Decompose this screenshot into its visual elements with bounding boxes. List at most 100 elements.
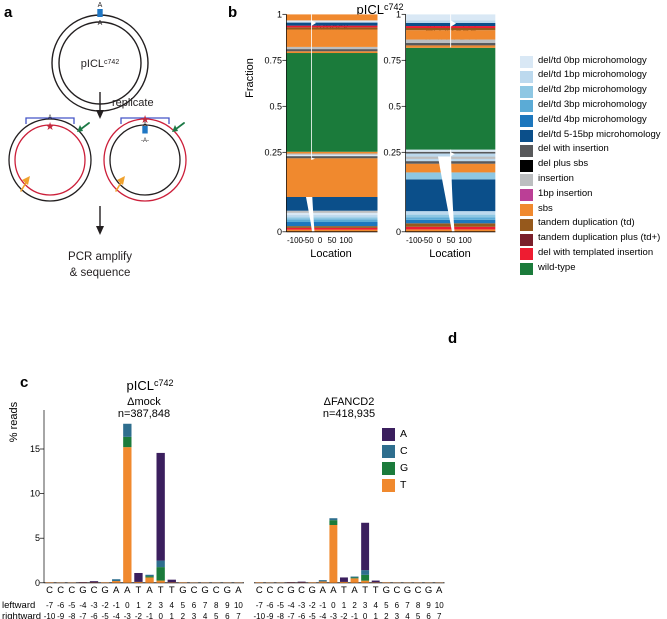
svg-text:C: C xyxy=(213,585,220,596)
svg-text:T: T xyxy=(373,585,379,596)
svg-text:G: G xyxy=(101,585,108,596)
svg-text:8: 8 xyxy=(416,601,421,610)
svg-text:3: 3 xyxy=(192,612,197,619)
svg-text:0.25: 0.25 xyxy=(264,148,282,158)
svg-text:-8: -8 xyxy=(68,612,76,619)
svg-text:A: A xyxy=(351,585,358,596)
svg-text:-2: -2 xyxy=(309,601,317,610)
svg-text:-10: -10 xyxy=(254,612,266,619)
svg-text:-3: -3 xyxy=(124,612,132,619)
svg-text:-4: -4 xyxy=(319,612,327,619)
svg-text:-50: -50 xyxy=(302,236,314,245)
svg-text:A: A xyxy=(98,2,103,9)
svg-text:A: A xyxy=(143,122,147,128)
svg-text:0.5: 0.5 xyxy=(269,102,282,112)
svg-text:A: A xyxy=(146,585,153,596)
svg-text:C: C xyxy=(91,585,98,596)
svg-text:0.75: 0.75 xyxy=(383,56,401,66)
svg-text:5: 5 xyxy=(384,601,389,610)
svg-text:-4: -4 xyxy=(287,601,295,610)
svg-text:50: 50 xyxy=(328,236,337,245)
svg-text:A: A xyxy=(48,115,52,121)
svg-text:-A-: -A- xyxy=(141,138,149,144)
svg-text:-100: -100 xyxy=(406,236,423,245)
svg-text:G: G xyxy=(179,585,186,596)
svg-text:C: C xyxy=(277,585,284,596)
svg-text:4: 4 xyxy=(405,612,410,619)
svg-text:10: 10 xyxy=(234,601,243,610)
svg-text:-3: -3 xyxy=(330,612,338,619)
svg-text:1: 1 xyxy=(396,10,401,20)
svg-text:0: 0 xyxy=(277,227,282,237)
svg-text:0: 0 xyxy=(437,236,442,245)
svg-text:A: A xyxy=(436,585,443,596)
svg-text:1: 1 xyxy=(170,612,175,619)
svg-text:2: 2 xyxy=(352,601,357,610)
svg-text:1: 1 xyxy=(373,612,378,619)
svg-text:A: A xyxy=(98,20,103,27)
svg-text:7: 7 xyxy=(437,612,442,619)
svg-text:G: G xyxy=(309,585,316,596)
svg-text:5: 5 xyxy=(214,612,219,619)
svg-text:C: C xyxy=(256,585,263,596)
svg-text:7: 7 xyxy=(405,601,410,610)
svg-text:-7: -7 xyxy=(79,612,87,619)
svg-text:G: G xyxy=(404,585,411,596)
svg-text:-1: -1 xyxy=(113,601,121,610)
svg-text:T: T xyxy=(136,585,142,596)
svg-text:5: 5 xyxy=(416,612,421,619)
svg-text:-4: -4 xyxy=(79,601,87,610)
svg-text:0.5: 0.5 xyxy=(388,102,401,112)
svg-text:2: 2 xyxy=(384,612,389,619)
svg-text:T: T xyxy=(341,585,347,596)
svg-text:G: G xyxy=(201,585,208,596)
svg-text:rightward: rightward xyxy=(2,611,41,619)
svg-text:5: 5 xyxy=(181,601,186,610)
svg-text:A: A xyxy=(235,585,242,596)
svg-text:C: C xyxy=(266,585,273,596)
svg-text:-50: -50 xyxy=(421,236,433,245)
svg-text:6: 6 xyxy=(192,601,197,610)
svg-text:0.25: 0.25 xyxy=(383,148,401,158)
svg-text:0: 0 xyxy=(125,601,130,610)
svg-text:-6: -6 xyxy=(57,601,65,610)
svg-text:A: A xyxy=(330,585,337,596)
svg-text:7: 7 xyxy=(203,601,208,610)
svg-text:G: G xyxy=(287,585,294,596)
svg-text:3: 3 xyxy=(363,601,368,610)
svg-text:C: C xyxy=(393,585,400,596)
svg-text:C: C xyxy=(68,585,75,596)
svg-text:A: A xyxy=(113,585,120,596)
svg-text:4: 4 xyxy=(170,601,175,610)
svg-text:-1: -1 xyxy=(146,612,154,619)
svg-text:A: A xyxy=(320,585,327,596)
svg-text:-4: -4 xyxy=(113,612,121,619)
svg-text:-100: -100 xyxy=(287,236,304,245)
svg-text:100: 100 xyxy=(339,236,353,245)
svg-text:-6: -6 xyxy=(266,601,274,610)
svg-text:-6: -6 xyxy=(90,612,98,619)
svg-text:1: 1 xyxy=(277,10,282,20)
svg-text:2: 2 xyxy=(181,612,186,619)
svg-text:C: C xyxy=(46,585,53,596)
svg-text:10: 10 xyxy=(435,601,444,610)
svg-text:-5: -5 xyxy=(68,601,76,610)
svg-text:-1: -1 xyxy=(351,612,359,619)
svg-text:-8: -8 xyxy=(277,612,285,619)
svg-text:PCR amplify: PCR amplify xyxy=(68,251,132,263)
svg-text:4: 4 xyxy=(203,612,208,619)
svg-text:G: G xyxy=(79,585,86,596)
svg-text:3: 3 xyxy=(395,612,400,619)
svg-text:-7: -7 xyxy=(46,601,54,610)
svg-text:-9: -9 xyxy=(266,612,274,619)
svg-text:-9: -9 xyxy=(57,612,65,619)
svg-text:& sequence: & sequence xyxy=(70,267,131,279)
svg-text:-10: -10 xyxy=(44,612,56,619)
svg-text:-5: -5 xyxy=(309,612,317,619)
svg-text:7: 7 xyxy=(236,612,241,619)
svg-text:-5: -5 xyxy=(102,612,110,619)
svg-text:0: 0 xyxy=(396,227,401,237)
svg-text:-6: -6 xyxy=(298,612,306,619)
svg-text:0.75: 0.75 xyxy=(264,56,282,66)
svg-text:G: G xyxy=(383,585,390,596)
